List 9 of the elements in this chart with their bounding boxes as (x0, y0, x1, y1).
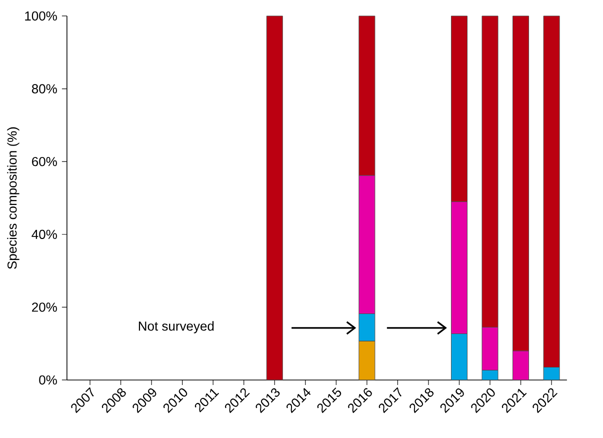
y-tick-label: 0% (39, 375, 57, 385)
y-tick-label: 40% (32, 230, 57, 239)
y-axis-title: Species composition (%) (7, 127, 20, 269)
y-tick-label: 100% (25, 11, 57, 21)
y-tick-label: 60% (32, 156, 57, 166)
y-tick-label: 80% (32, 84, 57, 94)
annotation: Not surveyed (138, 321, 214, 334)
bar (266, 16, 283, 380)
y-tick-label: 20% (32, 302, 57, 312)
